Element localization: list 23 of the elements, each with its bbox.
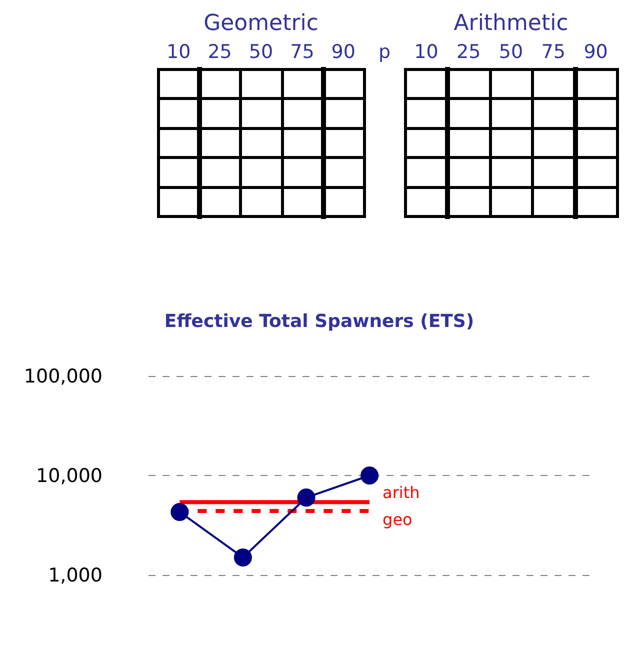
ref-line-label: geo [382,510,412,529]
category-label: 50 [248,41,274,63]
chart-title: Effective Total Spawners (ETS) [164,311,474,332]
category-label: 90 [331,41,356,63]
point [170,502,189,521]
y-tick-label: 100,000 [24,366,102,388]
point [297,488,316,507]
category-label: 10 [414,41,438,63]
category-label: 90 [584,41,608,63]
category-label: 75 [541,41,566,63]
text: Geometric [204,11,318,36]
category-label: 10 [166,41,191,63]
text: p [378,41,391,63]
category-label: 25 [208,41,232,63]
y-tick-label: 1,000 [48,564,102,586]
point [234,548,252,566]
category-label: 25 [456,41,481,63]
text: Arithmetic [454,11,568,36]
category-label: 50 [498,41,524,63]
y-tick-label: 10,000 [36,465,102,487]
ref-line-label: arith [382,483,420,502]
point [360,466,379,484]
category-label: 75 [290,41,314,63]
